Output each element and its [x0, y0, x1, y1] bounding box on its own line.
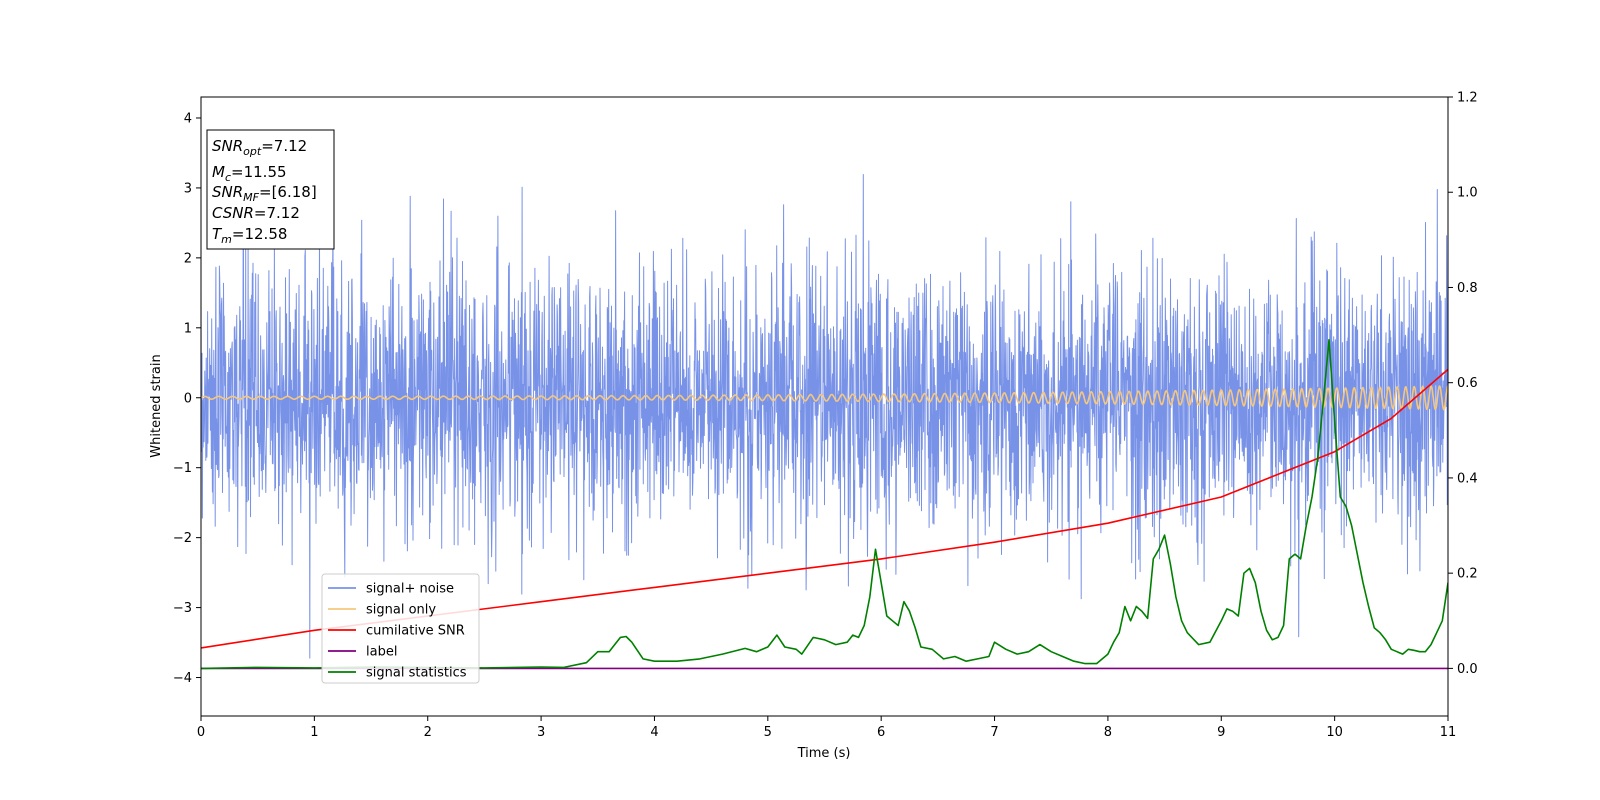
y-tick-label: 0 [184, 391, 192, 406]
x-axis-label: Time (s) [797, 746, 851, 761]
annotation-line: Mc=11.55 [212, 163, 287, 184]
y2-tick-label: 0.8 [1457, 281, 1478, 296]
series-signal-statistics-line [201, 339, 1448, 670]
y-tick-label: −2 [173, 531, 192, 546]
y2-tick-label: 1.2 [1457, 91, 1478, 106]
legend: signal+ noise signal only cumilative SNR la… [321, 573, 480, 684]
x-tick-label: 5 [764, 725, 772, 740]
legend-label-signal-only: signal only [366, 603, 436, 618]
y-tick-label: 3 [184, 181, 192, 196]
x-tick-label: 3 [537, 725, 545, 740]
legend-label-signal-statistics: signal statistics [366, 666, 467, 681]
x-tick-label: 9 [1217, 725, 1225, 740]
y2-tick-label: 0.0 [1457, 662, 1478, 677]
annotation-box: SNRopt=7.12 Mc=11.55SNRMF=[6.18]CSNR=7.12… [206, 129, 335, 250]
x-tick-label: 6 [877, 725, 885, 740]
annotation-frame [206, 129, 335, 250]
x-tick-label: 7 [990, 725, 998, 740]
y-tick-label: 2 [184, 251, 192, 266]
y-axis-label: Whitened strain [149, 354, 164, 457]
x-tick-label: 10 [1326, 725, 1343, 740]
legend-label-signal-noise: signal+ noise [366, 582, 454, 597]
y-axis-left: −4 −3 −2 −1 0 1 2 3 4 [173, 111, 201, 686]
legend-frame [321, 573, 480, 684]
y-tick-label: −3 [173, 601, 192, 616]
y2-tick-label: 0.6 [1457, 376, 1478, 391]
series-signal-noise-line [201, 161, 1448, 659]
y-tick-label: 1 [184, 321, 192, 336]
x-tick-label: 0 [197, 725, 205, 740]
annotation-line: Tm=12.58 [212, 225, 287, 246]
series-signal-only-line [201, 385, 1448, 411]
y2-tick-label: 1.0 [1457, 186, 1478, 201]
y-tick-label: −1 [173, 461, 192, 476]
annotation-line: CSNR=7.12 [212, 204, 300, 222]
x-axis: 0 1 2 3 4 5 6 7 8 9 10 11 [197, 716, 1456, 740]
x-tick-label: 4 [650, 725, 658, 740]
y-axis-right: 0.0 0.2 0.4 0.6 0.8 1.0 1.2 [1448, 91, 1478, 677]
y2-tick-label: 0.2 [1457, 567, 1478, 582]
y-tick-label: 4 [184, 111, 192, 126]
x-tick-label: 8 [1104, 725, 1112, 740]
x-tick-label: 1 [310, 725, 318, 740]
plot-frame [200, 96, 1449, 717]
legend-label-cumilative-snr: cumilative SNR [366, 624, 465, 639]
legend-label-label: label [366, 645, 397, 660]
x-tick-label: 2 [424, 725, 432, 740]
y2-tick-label: 0.4 [1457, 471, 1478, 486]
annotation-line: SNRMF=[6.18] [212, 183, 317, 204]
annotation-line: SNRopt=7.12 [212, 137, 307, 158]
y-tick-label: −4 [173, 671, 192, 686]
x-tick-label: 11 [1440, 725, 1457, 740]
